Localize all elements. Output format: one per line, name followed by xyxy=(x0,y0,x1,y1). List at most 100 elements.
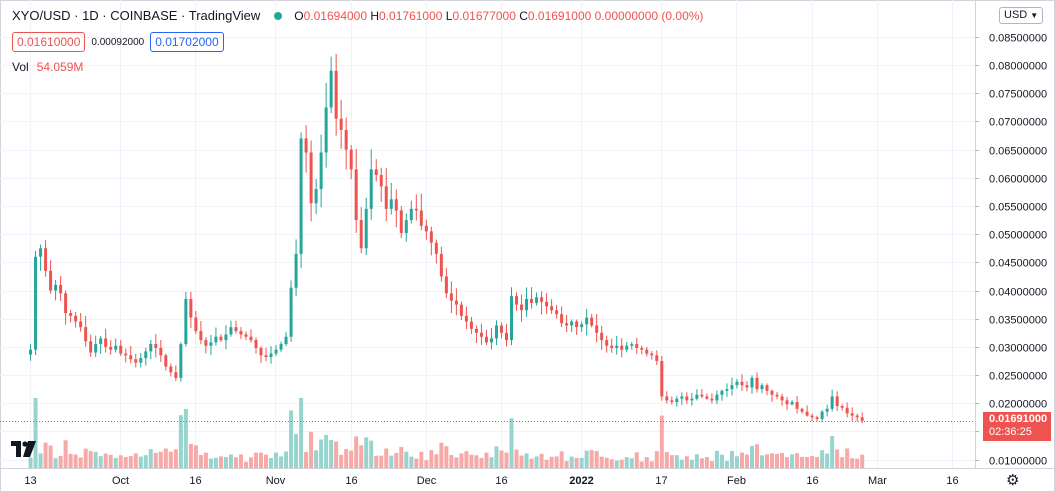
volume-label[interactable]: Vol xyxy=(12,60,29,74)
buy-price-button[interactable]: 0.01702000 xyxy=(150,32,224,52)
candle-body xyxy=(690,398,694,401)
candle-body xyxy=(184,298,188,345)
volume-bar xyxy=(474,455,479,468)
volume-bar xyxy=(369,440,374,468)
volume-bar xyxy=(439,442,444,468)
volume-bar xyxy=(739,452,744,468)
candle-body xyxy=(414,208,418,211)
candle-body xyxy=(540,297,544,302)
volume-bar xyxy=(444,446,449,468)
volume-bar xyxy=(404,451,409,468)
currency-dropdown[interactable]: USD ▼ xyxy=(999,7,1044,24)
volume-bar xyxy=(820,450,825,468)
volume-bar xyxy=(38,453,43,468)
volume-bar xyxy=(98,456,103,468)
candle-body xyxy=(444,276,448,294)
volume-bar xyxy=(704,456,709,468)
close-value: 0.01691000 xyxy=(527,8,592,23)
candle-body xyxy=(74,315,78,322)
volume-bar xyxy=(138,456,143,468)
volume-bar xyxy=(248,457,253,468)
high-value: 0.01761000 xyxy=(379,8,443,23)
candle-body xyxy=(424,225,428,232)
candle-body xyxy=(775,394,779,397)
volume-bar xyxy=(118,455,123,468)
candle-body xyxy=(129,355,133,360)
candle-body xyxy=(194,317,198,332)
volume-bar xyxy=(529,458,534,468)
volume-bar xyxy=(609,459,614,468)
volume-bar xyxy=(464,451,469,468)
gear-icon[interactable]: ⚙ xyxy=(1006,472,1020,489)
volume-bar xyxy=(584,450,589,468)
volume-bar xyxy=(845,448,850,468)
volume-bar xyxy=(639,461,644,468)
candle-body xyxy=(64,293,68,314)
candle-body xyxy=(374,169,378,176)
candle-body xyxy=(89,341,93,353)
candle-body xyxy=(419,210,423,226)
sell-price-button[interactable]: 0.01610000 xyxy=(12,32,86,52)
candle-body xyxy=(760,385,764,390)
candle-body xyxy=(570,321,574,326)
bar-countdown: 02:36:25 xyxy=(989,426,1032,438)
candle-body xyxy=(124,353,128,356)
candle-body xyxy=(244,334,248,337)
candle-body xyxy=(585,317,589,325)
candle-body xyxy=(49,270,53,291)
volume-bar xyxy=(193,445,198,468)
candle-body xyxy=(434,242,438,254)
volume-bar xyxy=(719,454,724,468)
volume-bar xyxy=(459,453,464,468)
volume-bar xyxy=(729,450,734,468)
candle-body xyxy=(449,293,453,301)
volume-bar xyxy=(815,457,820,468)
volume-bar xyxy=(504,452,509,468)
volume-bar xyxy=(659,415,664,468)
x-tick-label: 16 xyxy=(345,475,357,487)
volume-bar xyxy=(188,443,193,468)
volume-bar xyxy=(629,458,634,468)
volume-bar xyxy=(709,461,714,468)
candle-body xyxy=(154,344,158,348)
open-value: 0.01694000 xyxy=(303,8,368,23)
volume-bar xyxy=(233,457,238,468)
volume-bar xyxy=(198,455,203,468)
volume-bar xyxy=(359,445,364,468)
candle-body xyxy=(580,324,584,328)
candle-body xyxy=(675,398,679,403)
candle-body xyxy=(479,332,483,337)
candle-body xyxy=(489,338,493,343)
tradingview-logo-icon[interactable] xyxy=(10,438,38,460)
volume-bar xyxy=(133,453,138,468)
candle-body xyxy=(329,70,333,108)
volume-bar xyxy=(143,455,148,468)
volume-bar xyxy=(604,457,609,468)
candle-body xyxy=(800,408,804,412)
x-tick-label: Dec xyxy=(417,475,437,487)
candle-body xyxy=(755,377,759,390)
candle-body xyxy=(404,220,408,234)
symbol-legend: XYO/USD · 1D · COINBASE · TradingView O0… xyxy=(12,8,703,23)
volume-bar xyxy=(238,454,243,468)
y-tick-label: 0.04000000 xyxy=(989,287,1047,299)
change-value: 0.00000000 (0.00%) xyxy=(594,8,704,23)
volume-bar xyxy=(58,456,63,468)
candle-body xyxy=(169,366,173,373)
y-tick-label: 0.03000000 xyxy=(989,343,1047,355)
candle-body xyxy=(655,355,659,361)
candle-body xyxy=(720,390,724,395)
candle-body xyxy=(735,381,739,386)
volume-bar xyxy=(840,457,845,468)
candle-body xyxy=(44,248,48,271)
volume-bar xyxy=(384,448,389,468)
trade-prices: 0.01610000 0.00092000 0.01702000 xyxy=(12,32,224,52)
symbol-title[interactable]: XYO/USD · 1D · COINBASE · TradingView xyxy=(12,8,261,23)
candle-body xyxy=(314,189,318,204)
volume-bar xyxy=(83,448,88,468)
candle-body xyxy=(319,152,323,190)
volume-bar xyxy=(213,457,218,468)
candle-body xyxy=(650,353,654,356)
candle-body xyxy=(785,400,789,405)
